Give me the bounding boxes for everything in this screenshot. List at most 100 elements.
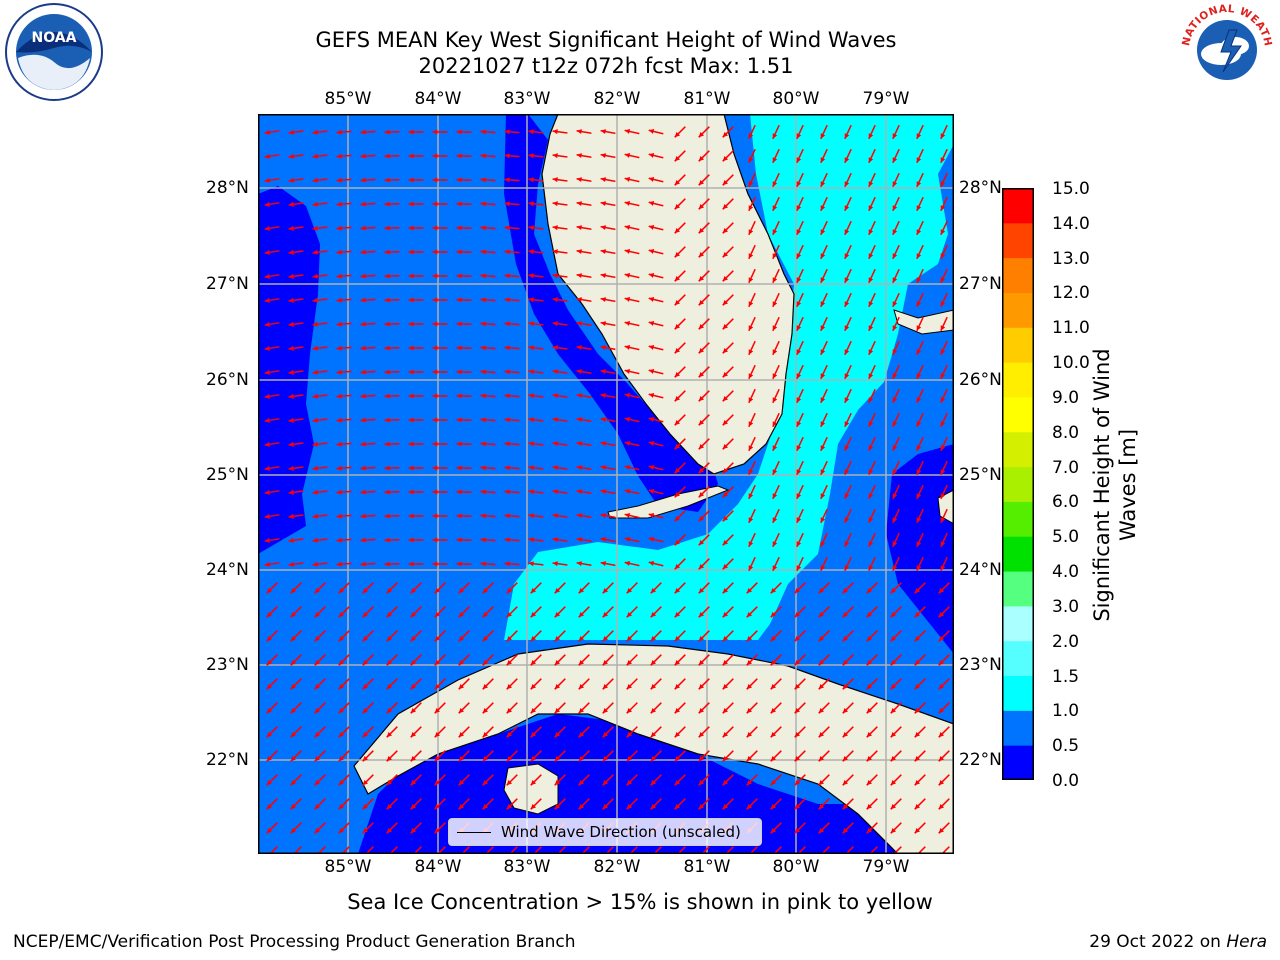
wave-direction-arrow <box>530 774 542 786</box>
wave-direction-arrow <box>796 508 804 524</box>
wave-direction-arrow <box>504 249 520 255</box>
wave-direction-arrow <box>820 220 828 236</box>
wave-direction-arrow <box>456 201 472 207</box>
wave-direction-arrow <box>868 124 876 140</box>
wave-direction-arrow <box>748 484 756 500</box>
wave-direction-arrow <box>288 321 304 327</box>
sea-ice-note: Sea Ice Concentration > 15% is shown in … <box>347 890 933 914</box>
wave-direction-arrow <box>530 678 542 690</box>
wave-direction-arrow <box>722 486 734 498</box>
wave-direction-arrow <box>312 249 328 255</box>
wave-direction-arrow <box>698 558 710 570</box>
wave-direction-arrow <box>868 508 876 524</box>
wave-direction-arrow <box>288 465 304 471</box>
wave-direction-arrow <box>796 460 804 476</box>
wave-direction-arrow <box>820 172 828 188</box>
wave-direction-arrow <box>266 774 278 786</box>
wave-direction-arrow <box>266 678 278 690</box>
wave-direction-arrow <box>264 225 280 231</box>
wave-direction-arrow <box>528 129 544 135</box>
wave-direction-arrow <box>772 340 780 356</box>
wave-direction-arrow <box>408 441 424 447</box>
wave-direction-arrow <box>794 606 806 618</box>
wave-direction-arrow <box>820 316 828 332</box>
wave-direction-arrow <box>578 582 590 594</box>
wave-direction-arrow <box>746 654 758 666</box>
wave-direction-arrow <box>796 220 804 236</box>
wave-direction-arrow <box>844 364 852 380</box>
chart-subtitle: 20221027 t12z 072h fcst Max: 1.51 <box>418 54 794 78</box>
colorbar-tick-label: 9.0 <box>1052 387 1080 408</box>
wave-direction-arrow <box>576 249 592 255</box>
wave-direction-arrow <box>360 369 376 375</box>
wave-direction-arrow <box>336 249 352 255</box>
wave-direction-arrow <box>408 177 424 183</box>
wave-direction-arrow <box>288 129 304 135</box>
lat-tick-label: 24°N <box>959 560 1002 580</box>
wave-direction-arrow <box>626 654 638 666</box>
wave-direction-arrow <box>796 196 804 212</box>
legend: Wind Wave Direction (unscaled) <box>448 818 762 846</box>
wave-direction-arrow <box>600 513 616 519</box>
wave-direction-arrow <box>602 774 614 786</box>
wave-direction-arrow <box>480 249 496 255</box>
wave-direction-arrow <box>530 726 542 738</box>
wave-direction-arrow <box>336 297 352 303</box>
wave-direction-arrow <box>820 484 828 500</box>
wave-direction-arrow <box>916 148 924 164</box>
wave-direction-arrow <box>264 441 280 447</box>
wave-direction-arrow <box>552 417 568 423</box>
lon-tick-label: 80°W <box>772 857 820 877</box>
wave-direction-arrow <box>746 630 758 642</box>
wave-direction-arrow <box>528 441 544 447</box>
wave-direction-arrow <box>576 321 592 327</box>
wave-direction-arrow <box>312 129 328 135</box>
wave-direction-arrow <box>916 268 924 284</box>
wave-direction-arrow <box>698 174 710 186</box>
wave-direction-arrow <box>674 702 686 714</box>
wave-direction-arrow <box>722 246 734 258</box>
wave-direction-arrow <box>432 297 448 303</box>
wave-direction-arrow <box>384 297 400 303</box>
wave-direction-arrow <box>312 393 328 399</box>
wave-direction-arrow <box>384 177 400 183</box>
wave-direction-arrow <box>288 201 304 207</box>
wave-direction-arrow <box>748 220 756 236</box>
wave-direction-arrow <box>844 244 852 260</box>
wave-direction-arrow <box>408 225 424 231</box>
wave-direction-arrow <box>578 750 590 762</box>
noaa-logo: NOAA <box>4 2 104 106</box>
wave-direction-arrow <box>772 412 780 428</box>
wave-direction-arrow <box>722 630 734 642</box>
colorbar-bin <box>1002 571 1034 607</box>
wave-direction-arrow <box>820 292 828 308</box>
wave-direction-arrow <box>384 225 400 231</box>
wave-direction-arrow <box>288 489 304 495</box>
wave-direction-arrow <box>866 654 878 666</box>
wave-direction-arrow <box>748 460 756 476</box>
wave-direction-arrow <box>602 582 614 594</box>
wave-direction-arrow <box>796 436 804 452</box>
wave-direction-arrow <box>794 726 806 738</box>
wave-direction-arrow <box>576 489 592 495</box>
wave-direction-arrow <box>530 702 542 714</box>
wave-direction-arrow <box>576 225 592 231</box>
wave-direction-arrow <box>866 774 878 786</box>
wave-direction-arrow <box>288 177 304 183</box>
wave-direction-arrow <box>360 417 376 423</box>
lon-tick-label: 82°W <box>593 857 641 877</box>
wave-direction-arrow <box>796 148 804 164</box>
wave-direction-arrow <box>748 268 756 284</box>
wave-direction-arrow <box>528 369 544 375</box>
wave-direction-arrow <box>818 582 830 594</box>
wind-wave-direction-arrows <box>264 124 950 854</box>
wave-direction-arrow <box>698 654 710 666</box>
wave-direction-arrow <box>916 124 924 140</box>
wave-direction-arrow <box>336 321 352 327</box>
wave-direction-arrow <box>600 153 616 159</box>
wave-direction-arrow <box>432 537 448 543</box>
wave-direction-arrow <box>940 172 948 188</box>
wave-direction-arrow <box>576 561 592 567</box>
colorbar-tick-label: 0.5 <box>1052 736 1080 757</box>
wave-direction-arrow <box>844 292 852 308</box>
